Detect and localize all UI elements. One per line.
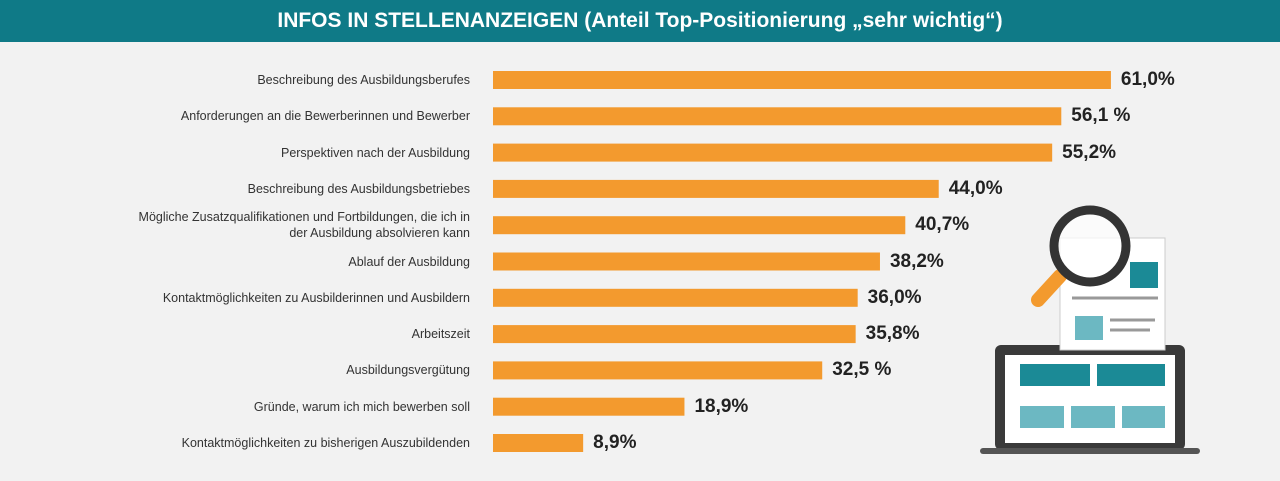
bar xyxy=(493,216,906,235)
category-label: Ausbildungsvergütung xyxy=(346,363,470,378)
category-label: Perspektiven nach der Ausbildung xyxy=(280,145,470,160)
bar xyxy=(493,361,823,380)
bar xyxy=(493,397,685,416)
category-label: Arbeitszeit xyxy=(411,327,470,342)
bar xyxy=(493,179,939,198)
value-label: 61,0% xyxy=(1120,69,1175,90)
illustration xyxy=(980,205,1200,454)
value-label: 38,2% xyxy=(889,250,944,272)
value-label: 36,0% xyxy=(867,286,922,308)
value-label: 18,9% xyxy=(694,395,749,417)
value-label: 40,7% xyxy=(915,214,970,236)
category-label: Anforderungen an die Bewerberinnen und B… xyxy=(180,109,470,124)
category-label: Mögliche Zusatzqualifikationen und Fortb… xyxy=(138,210,470,241)
category-label: Ablauf der Ausbildung xyxy=(348,254,470,269)
value-label: 56,1 % xyxy=(1071,105,1131,127)
bar xyxy=(493,107,1062,126)
category-label: Gründe, warum ich mich bewerben soll xyxy=(253,399,470,414)
bar xyxy=(493,252,880,271)
bar xyxy=(493,288,858,307)
category-label: Beschreibung des Ausbildungsberufes xyxy=(257,73,470,87)
value-label: 55,2% xyxy=(1062,141,1117,163)
bar xyxy=(493,71,1111,89)
value-label: 32,5 % xyxy=(832,359,892,381)
bar xyxy=(493,325,856,344)
bar xyxy=(493,143,1053,162)
category-label: Beschreibung des Ausbildungsbetriebes xyxy=(247,181,470,196)
value-label: 44,0% xyxy=(948,177,1003,199)
category-label: Kontaktmöglichkeiten zu Ausbilderinnen u… xyxy=(162,290,470,305)
value-label: 8,9% xyxy=(593,432,637,453)
category-label: Kontaktmöglichkeiten zu bisherigen Auszu… xyxy=(181,436,470,450)
chart-title: INFOS IN STELLENANZEIGEN (Anteil Top-Pos… xyxy=(0,0,1280,42)
bar xyxy=(493,434,584,452)
value-label: 35,8% xyxy=(865,323,920,345)
